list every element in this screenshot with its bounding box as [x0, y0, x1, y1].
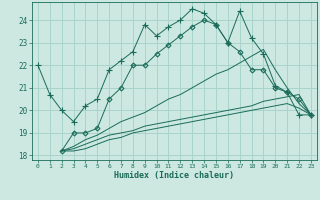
X-axis label: Humidex (Indice chaleur): Humidex (Indice chaleur): [115, 171, 234, 180]
